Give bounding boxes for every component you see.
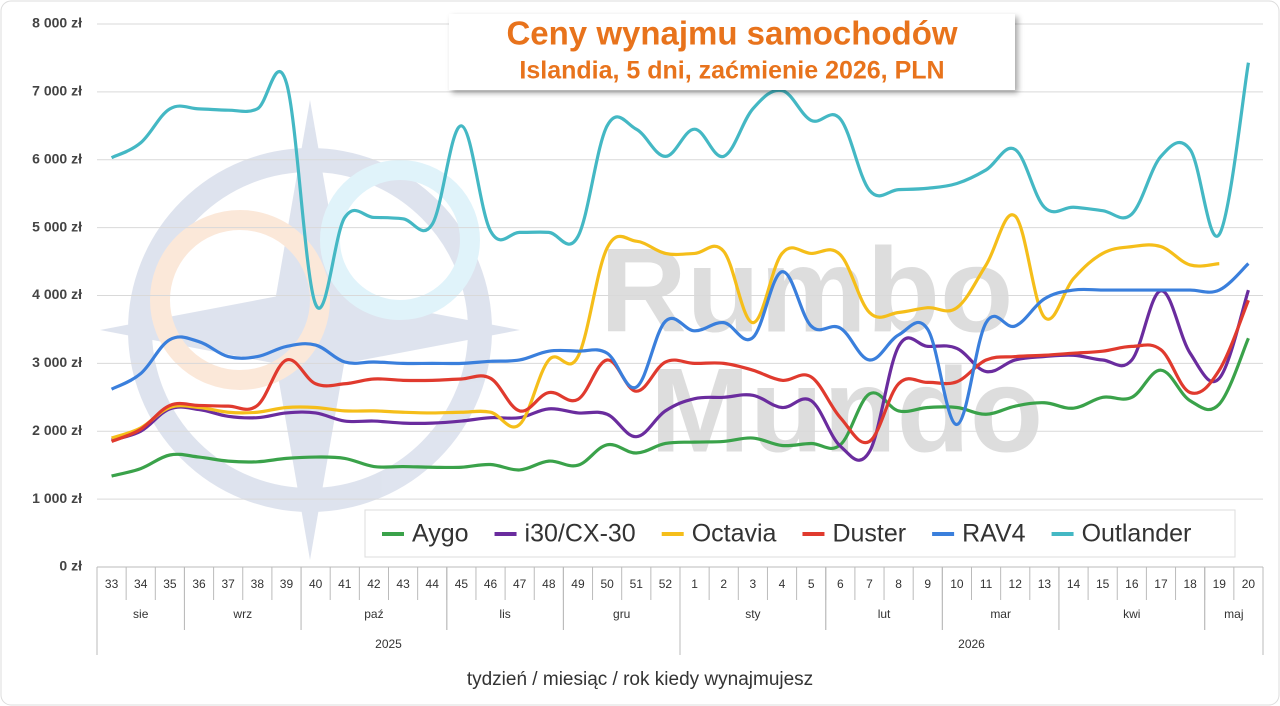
legend-label: Aygo <box>412 520 469 548</box>
x-tick-label: 33 <box>105 577 119 591</box>
x-tick-label: 18 <box>1183 577 1197 591</box>
year-label: 2025 <box>375 637 402 651</box>
x-tick-label: 45 <box>455 577 469 591</box>
x-tick-label: 5 <box>808 577 815 591</box>
x-tick-label: 20 <box>1242 577 1256 591</box>
month-label: gru <box>613 607 630 621</box>
legend-label: RAV4 <box>962 520 1026 548</box>
y-tick-label: 6 000 zł <box>32 150 82 166</box>
y-tick-label: 4 000 zł <box>32 286 82 302</box>
x-tick-label: 4 <box>779 577 786 591</box>
legend-label: Duster <box>832 520 906 548</box>
series-line <box>111 337 1250 478</box>
series-line <box>111 289 1250 462</box>
month-label: maj <box>1224 607 1243 621</box>
month-label: mar <box>990 607 1011 621</box>
y-tick-label: 1 000 zł <box>32 490 82 506</box>
year-label: 2026 <box>958 637 985 651</box>
y-tick-label: 3 000 zł <box>32 354 82 370</box>
x-tick-label: 34 <box>134 577 148 591</box>
x-tick-label: 46 <box>484 577 498 591</box>
title-box <box>449 14 1015 90</box>
month-label: lut <box>878 607 891 621</box>
y-tick-label: 7 000 zł <box>32 83 82 99</box>
x-tick-label: 6 <box>837 577 844 591</box>
watermark: Rumbo Mundo <box>100 100 1043 560</box>
x-tick-label: 13 <box>1038 577 1052 591</box>
y-tick-label: 0 zł <box>59 558 82 574</box>
x-tick-label: 7 <box>866 577 873 591</box>
x-tick-label: 48 <box>542 577 556 591</box>
x-tick-label: 52 <box>659 577 673 591</box>
x-tick-label: 42 <box>367 577 381 591</box>
x-tick-label: 41 <box>338 577 352 591</box>
month-label: kwi <box>1123 607 1140 621</box>
x-tick-label: 43 <box>396 577 410 591</box>
month-label: paź <box>364 607 383 621</box>
series-line <box>111 213 1220 440</box>
x-tick-label: 49 <box>571 577 585 591</box>
legend-label: Octavia <box>692 520 777 548</box>
x-tick-label: 37 <box>221 577 235 591</box>
x-tick-label: 1 <box>691 577 698 591</box>
y-tick-label: 2 000 zł <box>32 422 82 438</box>
month-label: lis <box>499 607 510 621</box>
x-tick-label: 19 <box>1213 577 1227 591</box>
x-tick-label: 17 <box>1154 577 1168 591</box>
x-tick-label: 16 <box>1125 577 1139 591</box>
x-tick-label: 12 <box>1009 577 1023 591</box>
x-tick-label: 14 <box>1067 577 1081 591</box>
x-tick-label: 47 <box>513 577 527 591</box>
legend-label: i30/CX-30 <box>525 520 636 548</box>
x-tick-label: 36 <box>192 577 206 591</box>
legend: Aygo i30/CX-30 Octavia Duster RAV4 Outlander <box>382 520 1191 548</box>
x-tick-label: 15 <box>1096 577 1110 591</box>
month-label: sty <box>745 607 760 621</box>
y-tick-label: 8 000 zł <box>32 15 82 31</box>
x-tick-label: 2 <box>720 577 727 591</box>
x-tick-label: 11 <box>980 577 993 591</box>
x-tick-label: 35 <box>163 577 177 591</box>
y-tick-label: 5 000 zł <box>32 218 82 234</box>
x-axis-title: tydzień / miesiąc / rok kiedy wynajmujes… <box>467 669 813 690</box>
x-tick-label: 10 <box>950 577 964 591</box>
series-line <box>110 62 1251 310</box>
x-tick-label: 50 <box>600 577 614 591</box>
x-tick-label: 9 <box>924 577 931 591</box>
chart-subtitle: Islandia, 5 dni, zaćmienie 2026, PLN <box>519 57 944 85</box>
x-tick-label: 39 <box>280 577 294 591</box>
x-tick-label: 8 <box>895 577 902 591</box>
x-tick-label: 38 <box>251 577 265 591</box>
series-line <box>110 299 1250 445</box>
legend-label: Outlander <box>1082 520 1192 548</box>
x-tick-label: 51 <box>630 577 644 591</box>
month-label: sie <box>133 607 149 621</box>
series-line <box>110 262 1250 427</box>
x-tick-label: 3 <box>750 577 757 591</box>
chart-title: Ceny wynajmu samochodów <box>506 15 957 52</box>
x-tick-label: 40 <box>309 577 323 591</box>
watermark-text: Rumbo <box>600 224 1013 358</box>
month-label: wrz <box>232 607 252 621</box>
x-tick-label: 44 <box>426 577 440 591</box>
